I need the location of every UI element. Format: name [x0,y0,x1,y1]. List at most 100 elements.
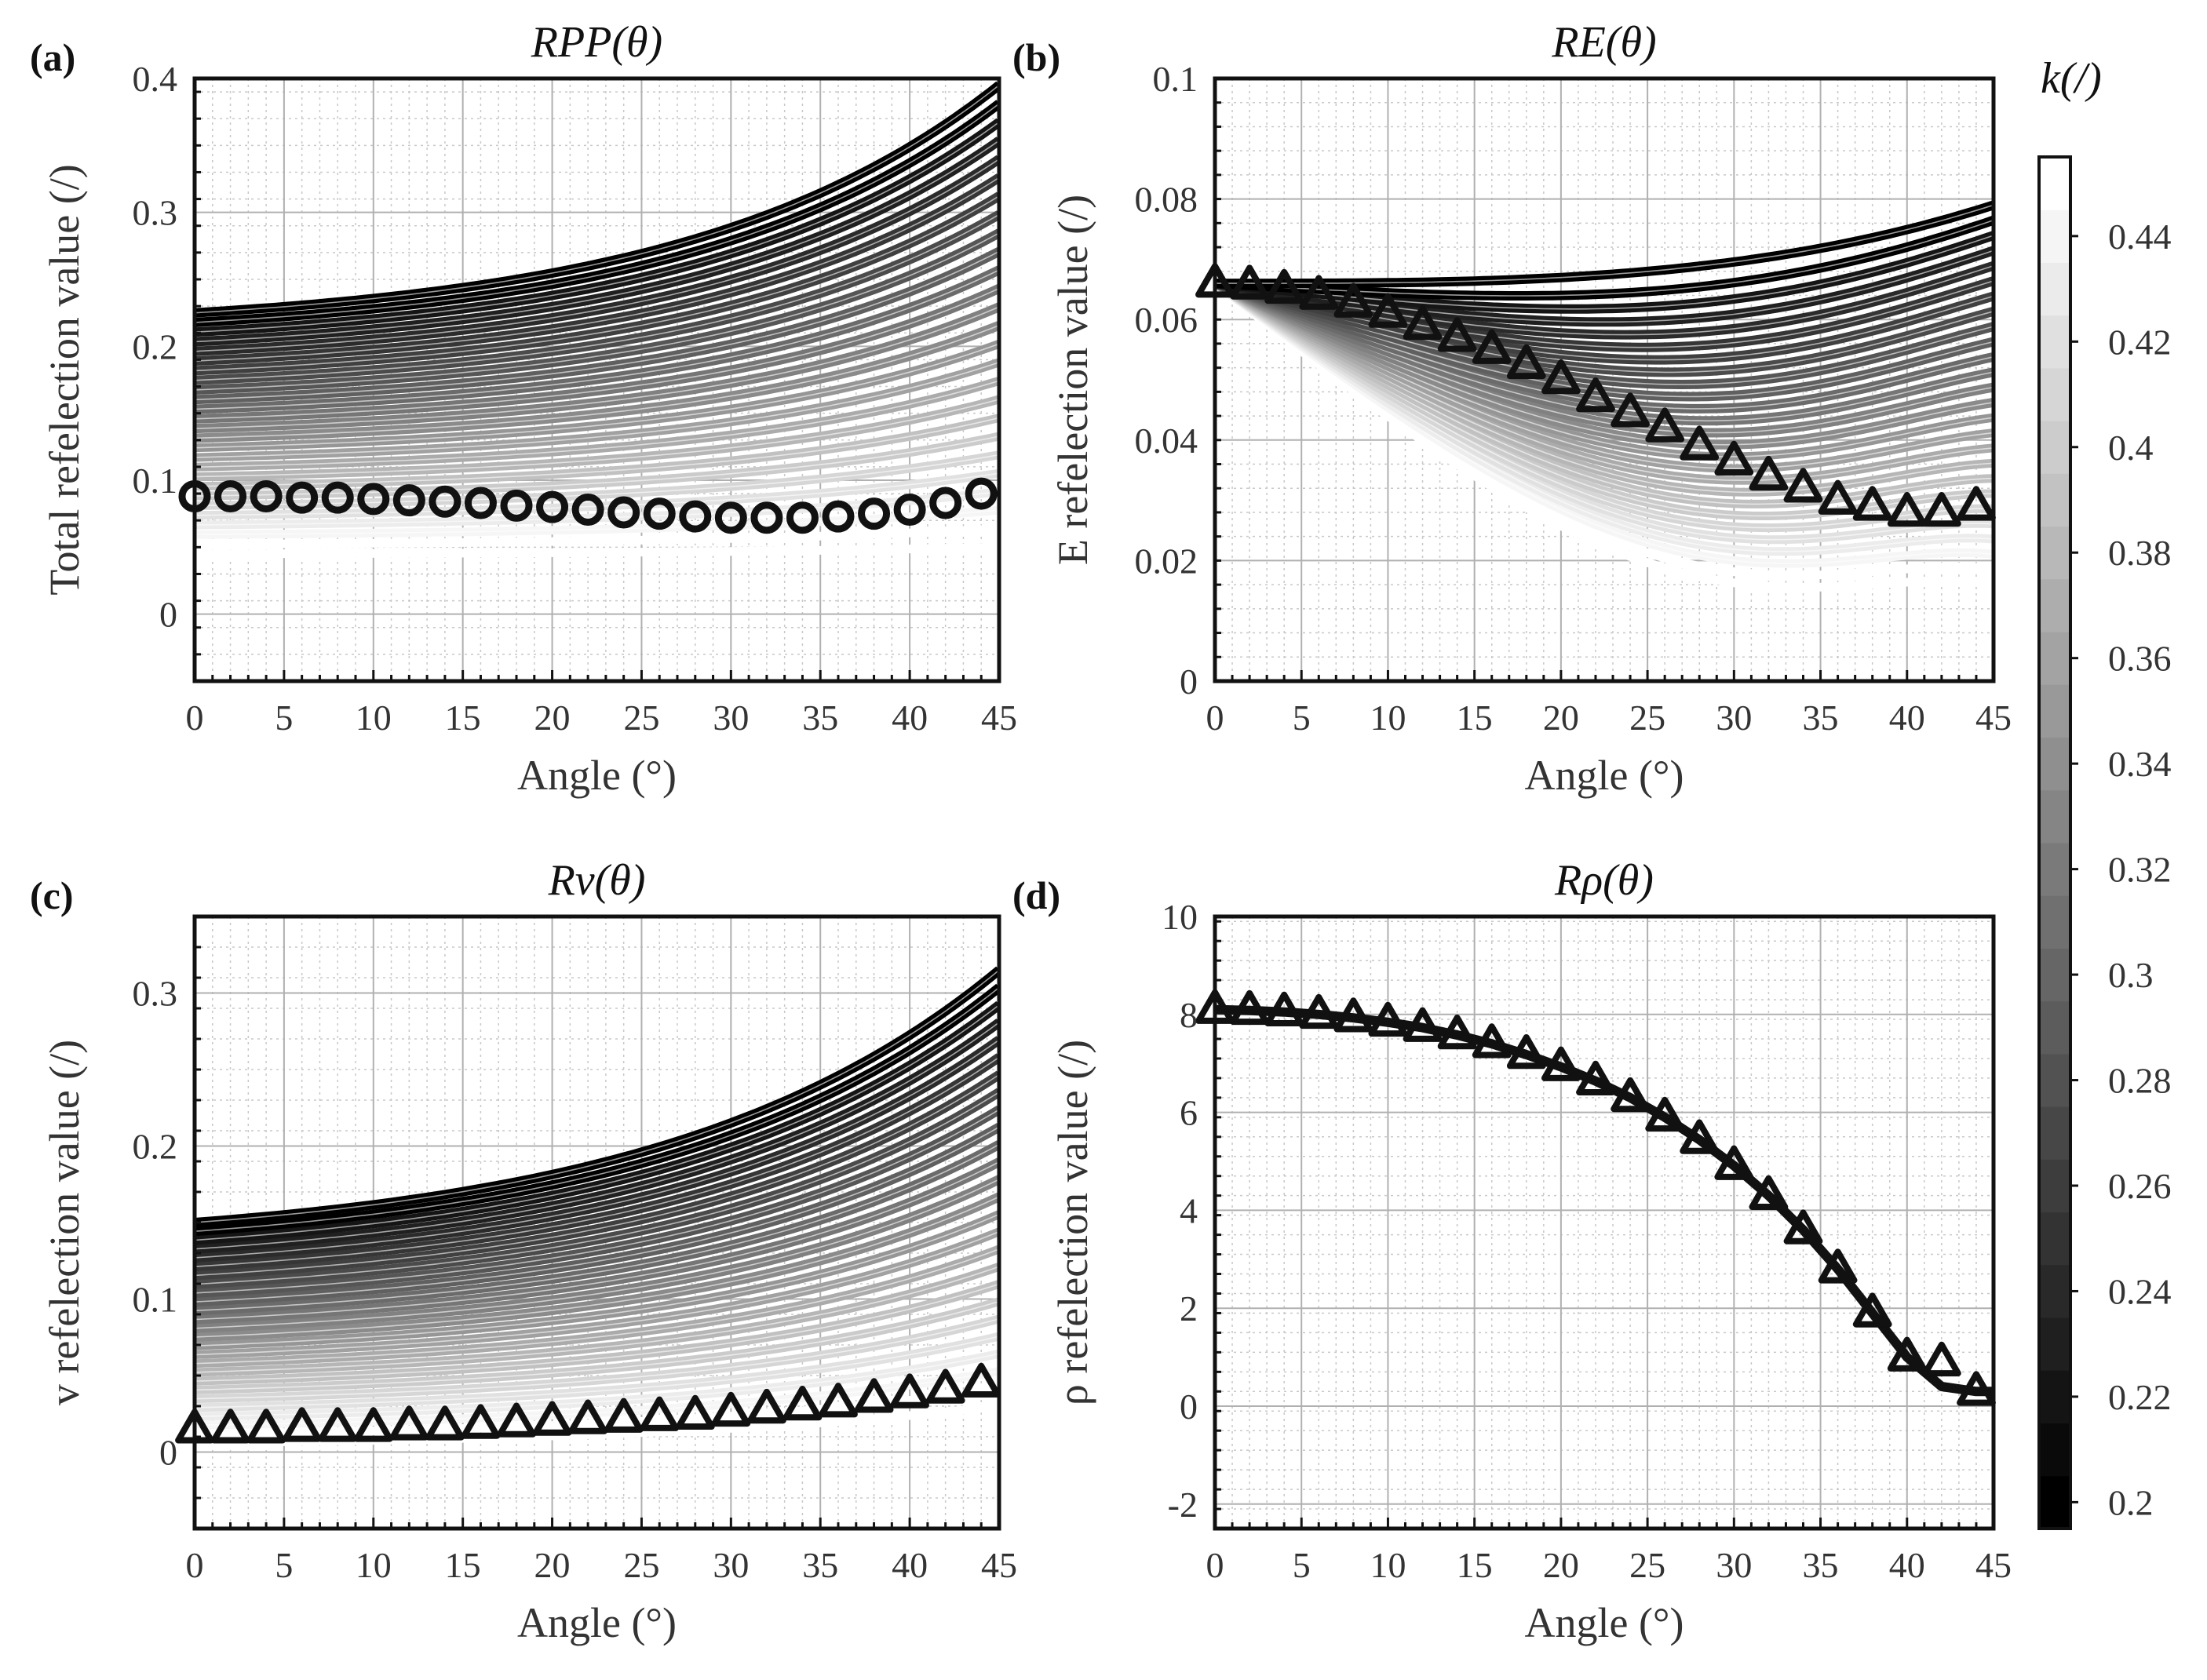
triangle-marker [1403,304,1443,341]
circle-marker [536,490,569,523]
panel-title: Rρ(θ) [1554,856,1654,905]
circle-marker [607,496,640,529]
triangle-marker [782,1386,823,1421]
k-curve-highlight [195,140,999,343]
triangle-marker [210,1409,250,1444]
circle-marker [643,497,676,530]
k-curve-highlight [195,1248,999,1365]
k-curve-highlight [195,1073,999,1277]
x-tick-label: 20 [534,1545,571,1585]
k-curve-highlight [195,1109,999,1294]
triangle-marker [1783,1209,1823,1245]
x-tick-label: 15 [1457,1545,1493,1585]
circle-marker [392,484,425,517]
triangle-marker [1957,486,1996,521]
x-tick-label: 5 [1293,698,1311,738]
x-tick-label: 20 [534,698,571,738]
y-tick-label: -2 [1168,1485,1198,1525]
circle-marker [357,483,390,516]
y-tick-label: 10 [1162,897,1198,937]
colorbar-band [2039,895,2070,949]
colorbar-band [2039,210,2070,263]
x-tick-label: 25 [623,698,659,738]
circle-marker [822,500,855,533]
colorbar-frame [2037,155,2072,1530]
triangle-marker [1437,1015,1477,1050]
x-tick-label: 10 [356,698,392,738]
k-curve-highlight [195,324,999,439]
colorbar-band [2039,578,2070,632]
circle-marker [464,487,497,519]
x-tick-label: 35 [802,698,838,738]
panel-c: 0 5 10 15 20 25 30 35 40 45 0 0.1 0.2 0.3 Angle (°) v r… [30,856,1017,1646]
x-tick-label: 45 [1975,698,2012,738]
k-curve-highlight [195,1126,999,1303]
k-curve-highlight [195,1091,999,1285]
y-tick-label: 0.1 [133,461,178,501]
triangle-marker [1922,492,1961,527]
y-axis-label: ρ refelection value (/) [1049,1040,1096,1405]
plot-area [1215,917,1994,1529]
triangle-marker [1576,1060,1615,1095]
triangle-marker [1749,1175,1789,1210]
x-tick-label: 10 [1370,698,1406,738]
x-tick-label: 40 [892,1545,928,1585]
panel-letter: (c) [30,873,74,917]
y-tick-label: 0 [159,595,177,635]
k-curve-highlight [195,986,999,1232]
triangle-marker [246,1409,286,1444]
y-tick-label: 2 [1180,1288,1198,1328]
triangle-marker [1230,989,1269,1026]
triangle-marker [1576,377,1615,413]
y-tick-label: 0.2 [133,1127,178,1167]
triangle-marker [1852,486,1892,521]
k-curve-highlight [195,1213,999,1347]
x-tick-label: 40 [1889,1545,1925,1585]
triangle-marker [925,1368,965,1404]
x-tick-label: 15 [445,1545,481,1585]
x-tick-label: 20 [1543,698,1579,738]
x-tick-label: 45 [981,1545,1017,1585]
triangle-marker [425,1405,465,1441]
colorbar-band [2039,1475,2070,1529]
axes-frame [192,76,1001,683]
x-axis-label: Angle (°) [1524,1599,1684,1646]
triangle-marker [1611,392,1650,428]
colorbar-band [2039,632,2070,685]
panel-b: 0 5 10 15 20 25 30 35 40 45 0 0.02 0.04 0.06 0.08 0.1 An… [1012,18,2012,799]
triangle-marker [747,1388,786,1424]
circle-marker [714,501,747,534]
k-curve-highlight [195,1039,999,1259]
triangle-marker [282,1407,322,1442]
triangle-marker [1264,268,1304,304]
colorbar-tick-label: 0.34 [2108,744,2172,784]
triangle-marker [1368,1001,1408,1037]
triangle-marker [1749,455,1789,491]
triangle-marker [461,1404,501,1439]
panel-letter: (a) [30,35,75,79]
colorbar-band [2039,1370,2070,1424]
triangle-marker [854,1378,894,1413]
circle-marker [786,501,819,534]
x-tick-label: 20 [1543,1545,1579,1585]
x-tick-label: 30 [1716,1545,1752,1585]
colorbar-band [2039,1106,2070,1160]
y-tick-label: 0 [1180,1387,1198,1427]
triangle-marker [1680,425,1720,461]
x-tick-label: 10 [356,1545,392,1585]
triangle-marker [497,1402,536,1438]
k-curve-highlight [1215,204,1994,284]
y-tick-label: 0.1 [1153,59,1198,99]
y-axis-label: v refelection value (/) [41,1040,88,1405]
colorbar-band [2039,526,2070,580]
y-tick-label: 0.02 [1135,541,1198,581]
panel-letter: (d) [1012,873,1060,917]
x-tick-label: 30 [713,1545,749,1585]
triangle-marker [1887,492,1927,527]
colorbar-band [2039,367,2070,421]
triangle-marker [318,1407,358,1442]
y-axis-label: E refelection value (/) [1049,195,1096,565]
triangle-marker [1645,1096,1685,1132]
triangle-marker [1922,1341,1961,1377]
